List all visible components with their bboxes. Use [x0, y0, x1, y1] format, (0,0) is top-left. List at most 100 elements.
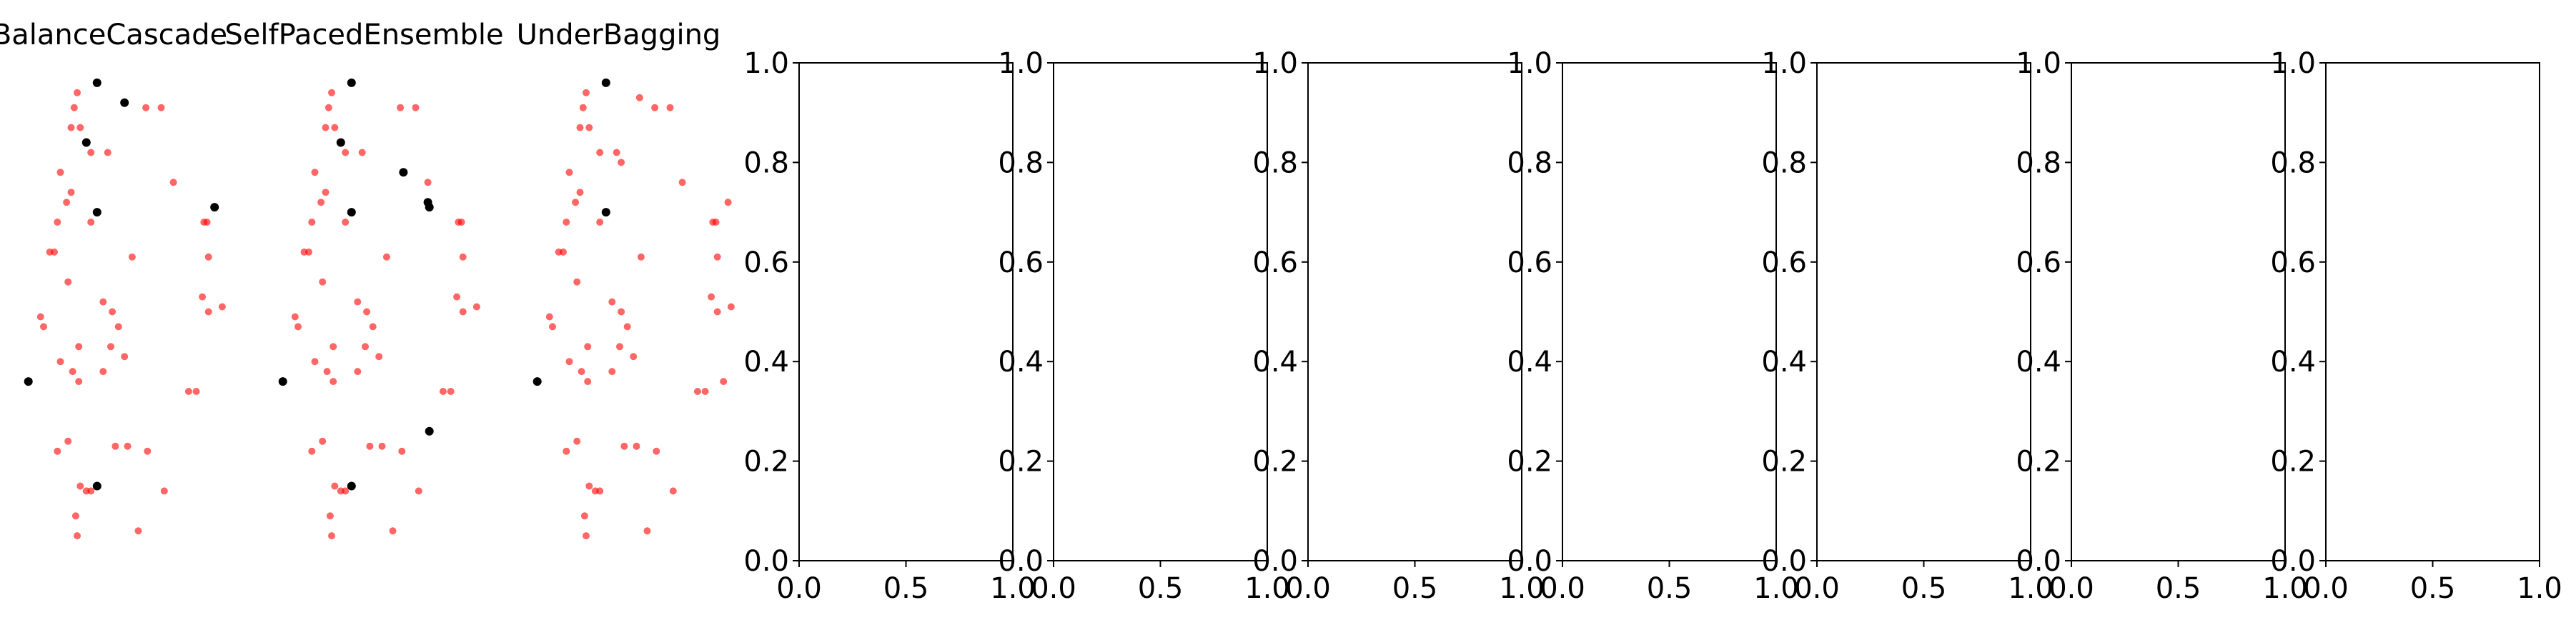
x-tick-label: 0.0 — [776, 572, 822, 605]
red-point — [342, 149, 350, 156]
y-tick-label: 0.2 — [743, 446, 789, 479]
red-point — [415, 487, 422, 495]
red-point — [124, 442, 132, 450]
red-point — [666, 104, 674, 111]
red-point — [104, 149, 112, 156]
x-tick-label: 0.5 — [1901, 572, 1947, 605]
red-point — [291, 313, 299, 321]
y-tick-label: 0.4 — [743, 346, 789, 379]
red-point — [142, 104, 150, 111]
series-red — [291, 89, 480, 540]
x-tick-label: 0.0 — [1540, 572, 1585, 605]
red-point — [382, 253, 390, 261]
x-tick-label: 0.5 — [883, 572, 929, 605]
subplot-title: BalanceCascade — [0, 19, 227, 51]
y-tick-label: 1.0 — [1761, 47, 1807, 80]
red-point — [64, 437, 72, 445]
red-point — [319, 278, 327, 286]
red-point — [720, 378, 728, 386]
red-point — [583, 532, 590, 540]
red-point — [585, 482, 593, 490]
red-point — [67, 189, 75, 196]
black-point — [120, 98, 129, 107]
red-point — [362, 343, 369, 351]
red-point — [330, 343, 337, 351]
red-point — [342, 487, 350, 495]
y-tick-label: 0.6 — [743, 246, 789, 279]
black-point — [532, 377, 542, 386]
subplot-7: 0.0 0.2 0.4 0.6 0.8 1.0 0.0 0.5 1.0 — [1507, 47, 1798, 605]
x-tick-label: 1.0 — [2008, 572, 2054, 605]
black-point — [210, 203, 219, 212]
black-point — [601, 208, 610, 217]
red-point — [453, 293, 461, 301]
subplot-5: 0.0 0.2 0.4 0.6 0.8 1.0 0.0 0.5 1.0 — [998, 47, 1289, 605]
red-point — [342, 219, 350, 226]
black-point — [601, 78, 610, 87]
red-point — [75, 378, 83, 386]
red-point — [54, 219, 61, 226]
black-point — [92, 481, 101, 491]
red-point — [608, 298, 616, 306]
red-point — [75, 343, 83, 351]
red-point — [378, 442, 386, 450]
red-point — [218, 303, 226, 311]
y-tick-label: 1.0 — [1252, 47, 1298, 80]
red-point — [354, 368, 362, 376]
red-point — [375, 353, 383, 361]
red-point — [545, 313, 553, 321]
x-tick-label: 0.0 — [1794, 572, 1840, 605]
red-point — [326, 512, 334, 520]
red-point — [596, 219, 604, 226]
x-tick-label: 1.0 — [1499, 572, 1545, 605]
x-tick-label: 0.5 — [2410, 572, 2456, 605]
subplot-1: BalanceCascade — [0, 19, 227, 540]
red-point — [573, 437, 581, 445]
red-point — [199, 293, 207, 301]
axes-frame — [2325, 62, 2540, 561]
red-point — [134, 527, 142, 535]
x-tick-label: 0.5 — [1647, 572, 1693, 605]
y-tick-label: 1.0 — [998, 47, 1044, 80]
red-point — [330, 378, 337, 386]
series-red — [36, 89, 226, 540]
red-point — [576, 124, 584, 131]
red-point — [623, 323, 631, 331]
red-point — [572, 199, 580, 206]
red-point — [678, 179, 686, 186]
red-point — [637, 253, 645, 261]
y-tick-label: 0.6 — [1252, 246, 1298, 279]
red-point — [311, 358, 319, 366]
red-point — [305, 248, 312, 256]
x-tick-label: 1.0 — [2262, 572, 2308, 605]
y-tick-label: 0.2 — [1761, 446, 1807, 479]
y-tick-label: 0.2 — [2016, 446, 2061, 479]
red-point — [328, 89, 335, 96]
red-point — [713, 308, 721, 316]
axes-frame — [1816, 62, 2031, 561]
red-point — [76, 482, 84, 490]
red-point — [192, 388, 200, 395]
red-point — [69, 368, 76, 376]
y-tick-label: 0.4 — [1507, 346, 1552, 379]
red-point — [308, 447, 316, 455]
red-point — [596, 149, 604, 156]
y-tick-label: 0.6 — [1507, 246, 1552, 279]
x-tick-label: 0.5 — [1138, 572, 1184, 605]
black-point — [92, 208, 101, 217]
red-point — [565, 169, 573, 176]
y-tick-label: 0.2 — [1252, 446, 1298, 479]
black-point — [425, 203, 434, 212]
red-point — [107, 343, 114, 351]
subplot-title: SelfPacedEnsemble — [224, 19, 503, 51]
red-point — [618, 308, 625, 316]
red-point — [563, 447, 570, 455]
red-point — [713, 253, 721, 261]
red-point — [693, 388, 701, 395]
y-tick-label: 1.0 — [1507, 47, 1552, 80]
red-point — [87, 149, 95, 156]
y-tick-label: 0.4 — [998, 346, 1044, 379]
y-tick-label: 0.6 — [2016, 246, 2061, 279]
red-point — [549, 323, 556, 331]
